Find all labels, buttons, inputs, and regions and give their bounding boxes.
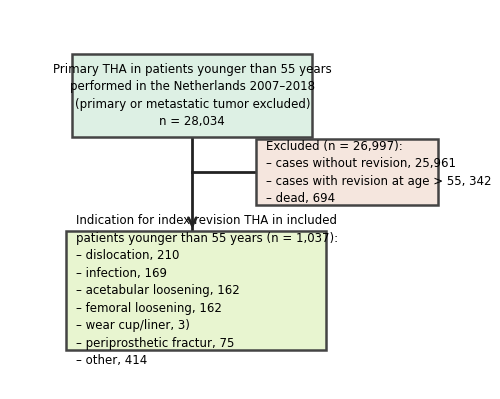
FancyBboxPatch shape bbox=[256, 139, 438, 205]
Text: Primary THA in patients younger than 55 years
performed in the Netherlands 2007–: Primary THA in patients younger than 55 … bbox=[53, 63, 332, 128]
Text: Indication for index revision THA in included
patients younger than 55 years (n : Indication for index revision THA in inc… bbox=[76, 214, 338, 367]
FancyBboxPatch shape bbox=[66, 231, 326, 350]
FancyBboxPatch shape bbox=[72, 54, 312, 137]
Text: Excluded (n = 26,997):
– cases without revision, 25,961
– cases with revision at: Excluded (n = 26,997): – cases without r… bbox=[266, 140, 492, 205]
